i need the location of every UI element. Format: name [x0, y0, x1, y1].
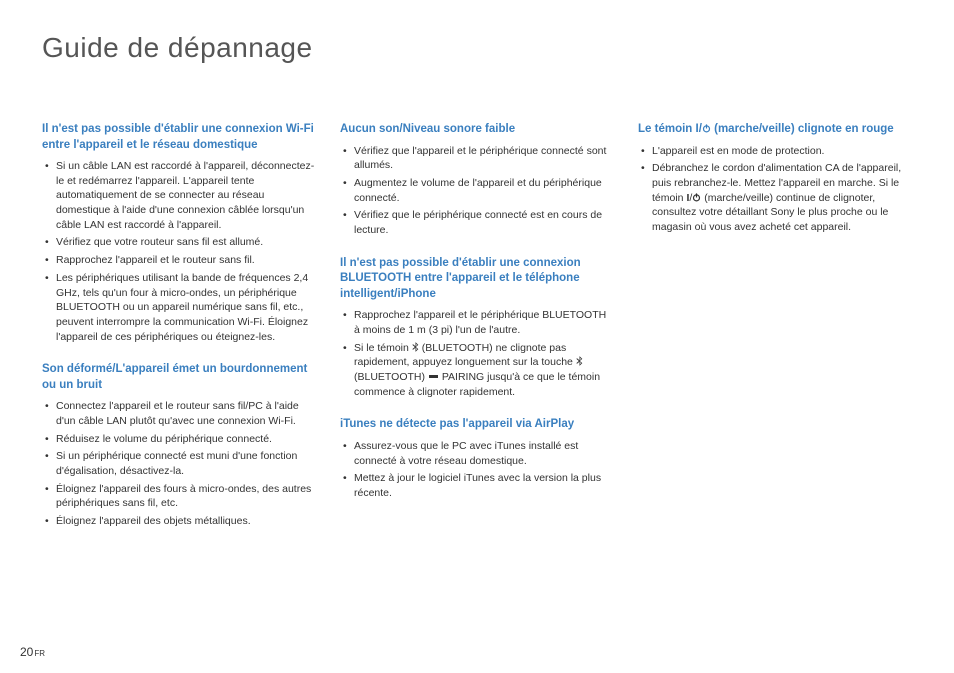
list-item: Assurez-vous que le PC avec iTunes insta… [354, 439, 614, 468]
list-item: Débranchez le cordon d'alimentation CA d… [652, 161, 912, 234]
list-item: Éloignez l'appareil des objets métalliqu… [56, 514, 316, 529]
text-fragment: (marche/veille) clignote en rouge [711, 123, 894, 135]
column-3: Le témoin I/ (marche/veille) clignote en… [638, 122, 912, 547]
page-number: 20 [20, 645, 33, 659]
bullet-list: Rapprochez l'appareil et le périphérique… [340, 308, 614, 399]
page-lang: FR [34, 649, 45, 658]
bullet-list: Vérifiez que l'appareil et le périphériq… [340, 144, 614, 238]
list-item: Connectez l'appareil et le routeur sans … [56, 399, 316, 428]
section-heading: iTunes ne détecte pas l'appareil via Air… [340, 417, 614, 433]
bullet-list: Assurez-vous que le PC avec iTunes insta… [340, 439, 614, 501]
list-item: Vérifiez que l'appareil et le périphériq… [354, 144, 614, 173]
bluetooth-icon [412, 342, 419, 352]
power-icon [692, 193, 701, 202]
bluetooth-icon [576, 356, 583, 366]
text-fragment: (BLUETOOTH) [354, 371, 428, 383]
page-footer: 20FR [20, 645, 45, 659]
list-item: Rapprochez l'appareil et le périphérique… [354, 308, 614, 337]
section-heading: Son déformé/L'appareil émet un bourdonne… [42, 362, 316, 393]
content-columns: Il n'est pas possible d'établir une conn… [42, 122, 912, 547]
bullet-list: Si un câble LAN est raccordé à l'apparei… [42, 159, 316, 344]
list-item: Réduisez le volume du périphérique conne… [56, 432, 316, 447]
list-item: Si le témoin (BLUETOOTH) ne clignote pas… [354, 341, 614, 400]
text-fragment: Le témoin [638, 123, 696, 135]
text-fragment: Si le témoin [354, 342, 412, 354]
list-item: Rapprochez l'appareil et le routeur sans… [56, 253, 316, 268]
section-heading: Aucun son/Niveau sonore faible [340, 122, 614, 138]
bullet-list: L'appareil est en mode de protection. Dé… [638, 144, 912, 235]
page-title: Guide de dépannage [42, 32, 912, 64]
list-item: Augmentez le volume de l'appareil et du … [354, 176, 614, 205]
list-item: Les périphériques utilisant la bande de … [56, 271, 316, 344]
list-item: Vérifiez que votre routeur sans fil est … [56, 235, 316, 250]
power-icon [702, 124, 711, 133]
section-heading: Il n'est pas possible d'établir une conn… [42, 122, 316, 153]
section-heading: Le témoin I/ (marche/veille) clignote en… [638, 122, 912, 138]
section-heading: Il n'est pas possible d'établir une conn… [340, 256, 614, 303]
column-2: Aucun son/Niveau sonore faible Vérifiez … [340, 122, 614, 547]
list-item: Si un câble LAN est raccordé à l'apparei… [56, 159, 316, 232]
column-1: Il n'est pas possible d'établir une conn… [42, 122, 316, 547]
list-item: Si un périphérique connecté est muni d'u… [56, 449, 316, 478]
list-item: L'appareil est en mode de protection. [652, 144, 912, 159]
list-item: Mettez à jour le logiciel iTunes avec la… [354, 471, 614, 500]
list-item: Vérifiez que le périphérique connecté es… [354, 208, 614, 237]
bullet-list: Connectez l'appareil et le routeur sans … [42, 399, 316, 529]
pairing-dash-icon [429, 375, 438, 378]
list-item: Éloignez l'appareil des fours à micro-on… [56, 482, 316, 511]
